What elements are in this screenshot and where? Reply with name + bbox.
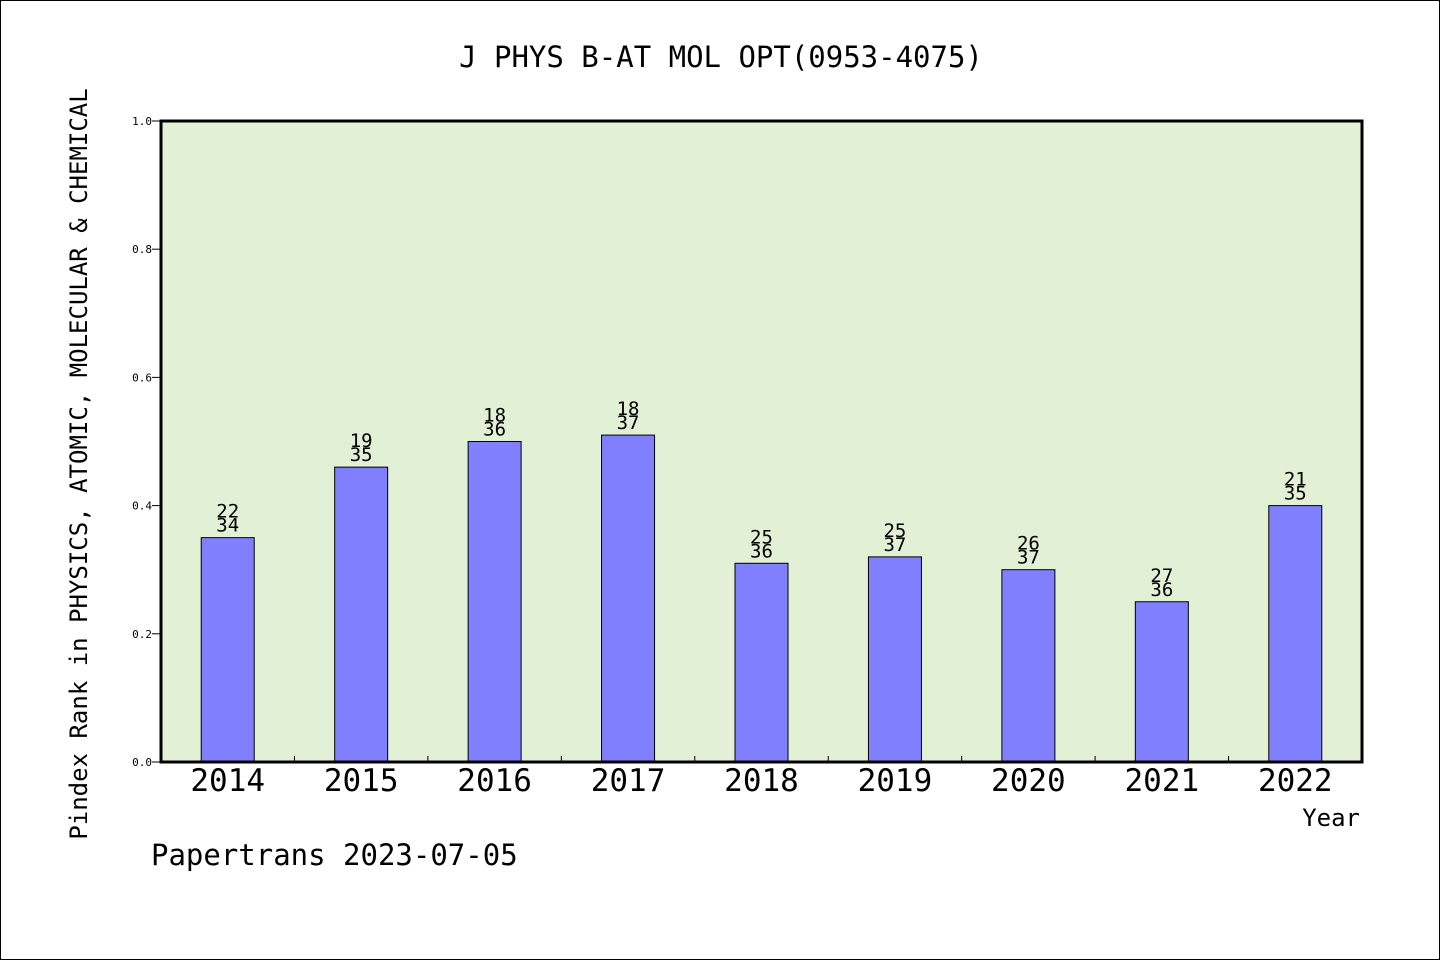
x-tick-label-2016: 2016 <box>457 763 532 799</box>
bar-2018 <box>734 562 789 763</box>
bar-total-label: 36 <box>750 540 773 562</box>
chart-title: J PHYS B-AT MOL OPT(0953-4075) <box>459 40 983 74</box>
y-axis-label: Pindex Rank in PHYSICS, ATOMIC, MOLECULA… <box>65 88 93 839</box>
x-tick-label-2015: 2015 <box>324 763 399 799</box>
x-axis-label: Year <box>1302 804 1360 832</box>
bar-rank-label: 22 <box>216 501 239 523</box>
bar-2014 <box>200 537 255 763</box>
bar-rank-label: 25 <box>883 520 906 542</box>
x-tick-label-2014: 2014 <box>190 763 265 799</box>
bar-2021 <box>1134 601 1189 763</box>
bar-rank-label: 25 <box>750 526 773 548</box>
y-tick-label: 0.2 <box>132 628 152 641</box>
bar-total-label: 35 <box>350 444 373 466</box>
x-tick-label-2021: 2021 <box>1125 763 1200 799</box>
bar-total-label: 37 <box>1017 547 1040 569</box>
bar-2019 <box>867 556 922 763</box>
bar-rank-label: 19 <box>350 430 373 452</box>
bar-rank-label: 26 <box>1017 533 1040 555</box>
bar-total-label: 36 <box>483 419 506 441</box>
bar-2017 <box>601 434 656 763</box>
bar-total-label: 36 <box>1150 579 1173 601</box>
x-tick-label-2017: 2017 <box>591 763 666 799</box>
y-tick-label: 0.8 <box>132 243 152 256</box>
y-tick-label: 0.6 <box>132 371 152 384</box>
bar-total-label: 34 <box>216 515 239 537</box>
y-tick-label: 0.0 <box>132 756 152 769</box>
y-tick-label: 0.4 <box>132 500 152 513</box>
bar-total-label: 37 <box>617 412 640 434</box>
y-axis: 0.0 0.2 0.4 0.6 0.8 1.0 <box>132 115 161 769</box>
x-axis: 2014 2015 2016 2017 2018 2019 2020 2021 2022 <box>190 756 1333 799</box>
x-tick-label-2018: 2018 <box>724 763 799 799</box>
footer-credit: Papertrans 2023-07-05 <box>151 838 518 872</box>
bar-rank-label: 21 <box>1284 469 1307 491</box>
bar-rank-label: 18 <box>483 405 506 427</box>
bar-2020 <box>1001 569 1056 763</box>
x-tick-label-2020: 2020 <box>991 763 1066 799</box>
bar-2016 <box>467 441 522 763</box>
bars-layer <box>200 434 1323 763</box>
y-tick-label: 1.0 <box>132 115 152 128</box>
plot-frame <box>159 119 1364 764</box>
bar-rank-label: 18 <box>617 398 640 420</box>
bar-total-label: 37 <box>883 534 906 556</box>
bar-2022 <box>1268 505 1323 763</box>
x-tick-label-2022: 2022 <box>1258 763 1333 799</box>
bar-2015 <box>334 466 389 763</box>
bar-rank-label: 27 <box>1150 565 1173 587</box>
bar-total-label: 35 <box>1284 483 1307 505</box>
x-tick-label-2019: 2019 <box>858 763 933 799</box>
